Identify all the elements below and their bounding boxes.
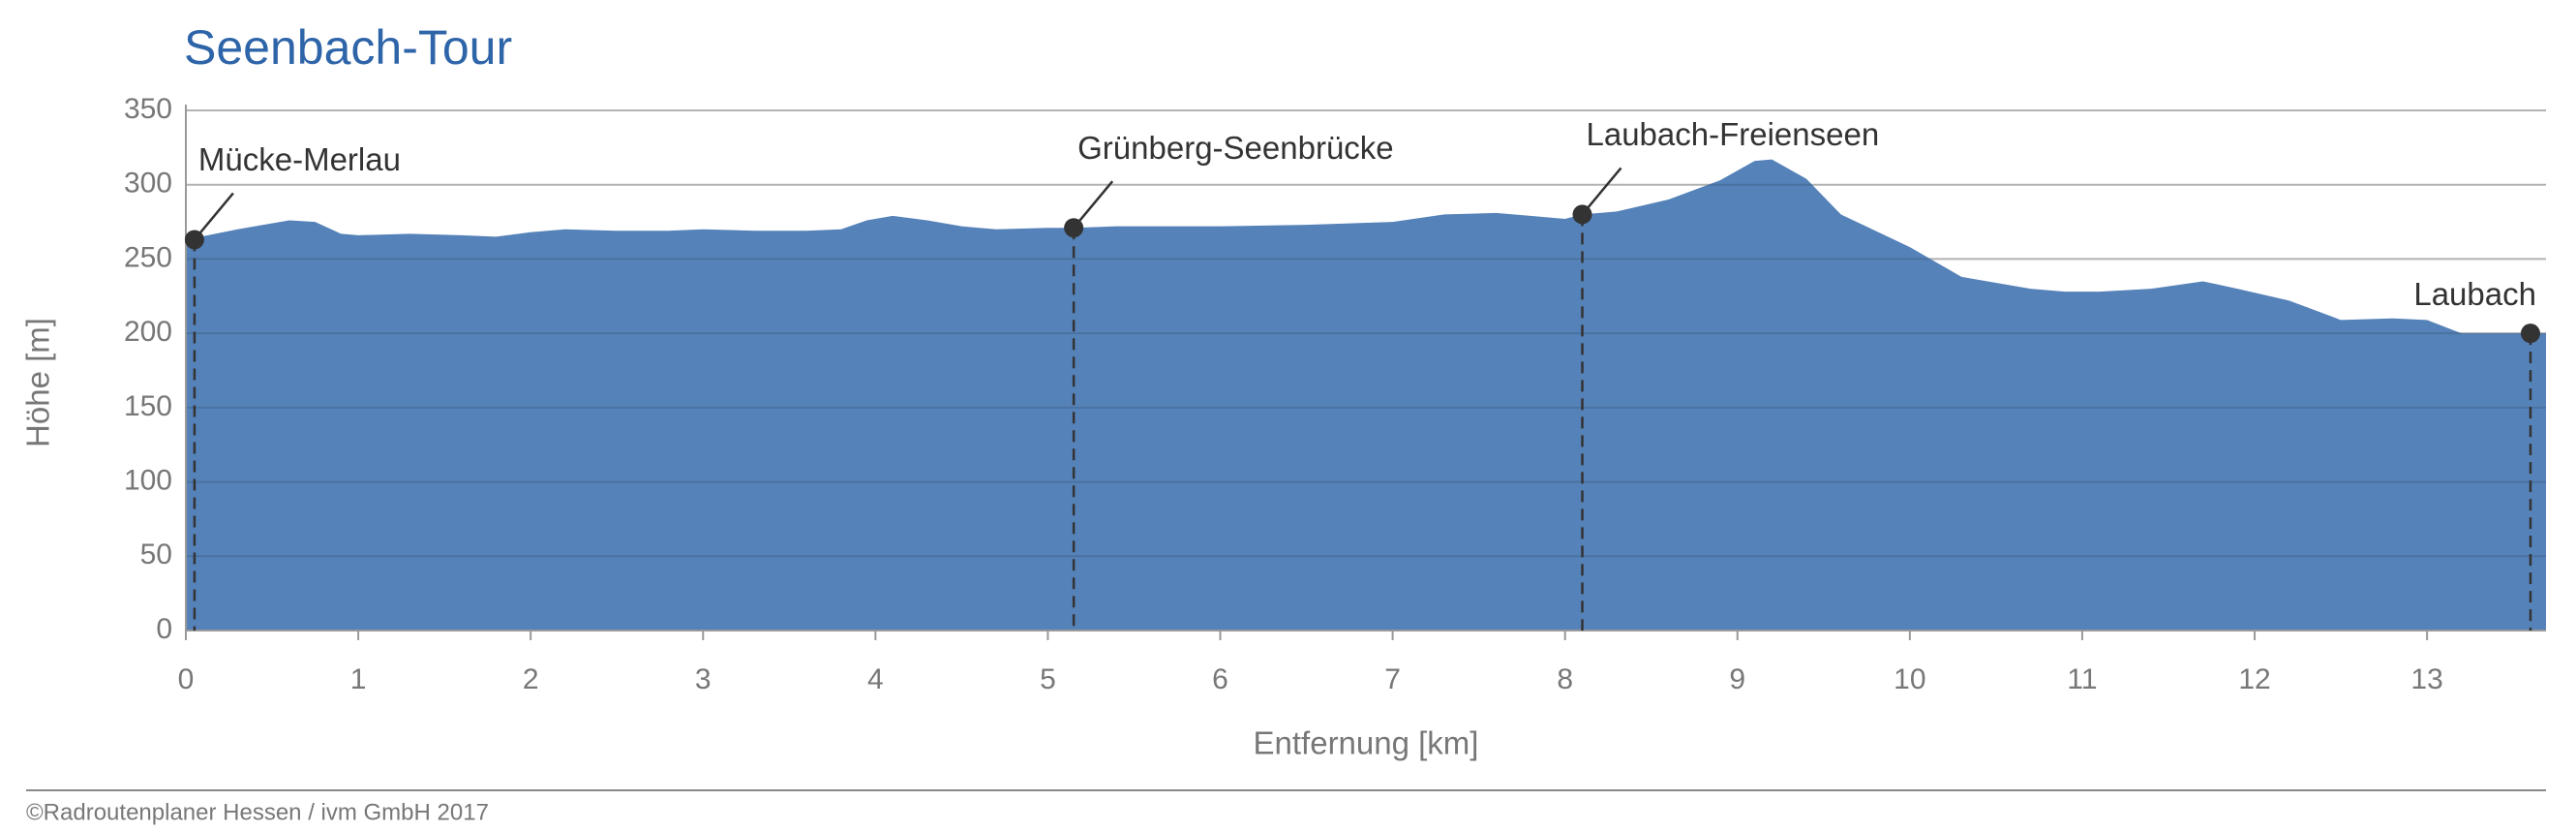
y-tick-label: 350 bbox=[124, 93, 172, 125]
x-tick-label: 0 bbox=[178, 663, 195, 695]
x-axis-label: Entfernung [km] bbox=[1254, 725, 1479, 761]
y-tick-label: 100 bbox=[124, 464, 172, 496]
marker-point bbox=[184, 230, 204, 250]
marker-label: Mücke-Merlau bbox=[198, 141, 401, 177]
marker-label: Laubach bbox=[2413, 276, 2536, 312]
marker-point bbox=[1572, 204, 1592, 225]
x-tick-label: 6 bbox=[1212, 663, 1228, 695]
x-tick-label: 11 bbox=[2067, 663, 2097, 695]
x-tick-label: 9 bbox=[1729, 663, 1745, 695]
x-tick-label: 1 bbox=[350, 663, 367, 695]
y-tick-label: 300 bbox=[124, 168, 172, 200]
marker-label: Grünberg-Seenbrücke bbox=[1077, 130, 1394, 166]
leader-line bbox=[1581, 167, 1622, 216]
y-tick-label: 200 bbox=[124, 316, 172, 348]
x-tick-label: 13 bbox=[2410, 663, 2442, 695]
marker-label: Laubach-Freienseen bbox=[1586, 116, 1879, 152]
y-tick-label: 250 bbox=[124, 241, 172, 273]
x-tick-label: 5 bbox=[1040, 663, 1056, 695]
x-tick-label: 8 bbox=[1557, 663, 1573, 695]
chart-title: Seenbach-Tour bbox=[184, 20, 512, 75]
leader-line bbox=[1073, 180, 1114, 230]
elevation-area bbox=[186, 159, 2546, 631]
x-tick-label: 2 bbox=[523, 663, 539, 695]
marker-point bbox=[2520, 323, 2540, 344]
y-tick-label: 50 bbox=[140, 539, 172, 570]
footer: ©Radroutenplaner Hessen / ivm GmbH 2017 bbox=[26, 799, 489, 825]
x-tick-label: 3 bbox=[695, 663, 712, 695]
y-tick-label: 0 bbox=[156, 613, 172, 645]
y-axis-label: Höhe [m] bbox=[20, 318, 56, 447]
x-tick-label: 12 bbox=[2238, 663, 2270, 695]
x-tick-label: 4 bbox=[867, 663, 884, 695]
x-tick-label: 7 bbox=[1384, 663, 1401, 695]
leader-line bbox=[193, 192, 234, 241]
x-tick-label: 10 bbox=[1894, 663, 1925, 695]
y-tick-label: 150 bbox=[124, 390, 172, 422]
marker-point bbox=[1064, 218, 1084, 238]
